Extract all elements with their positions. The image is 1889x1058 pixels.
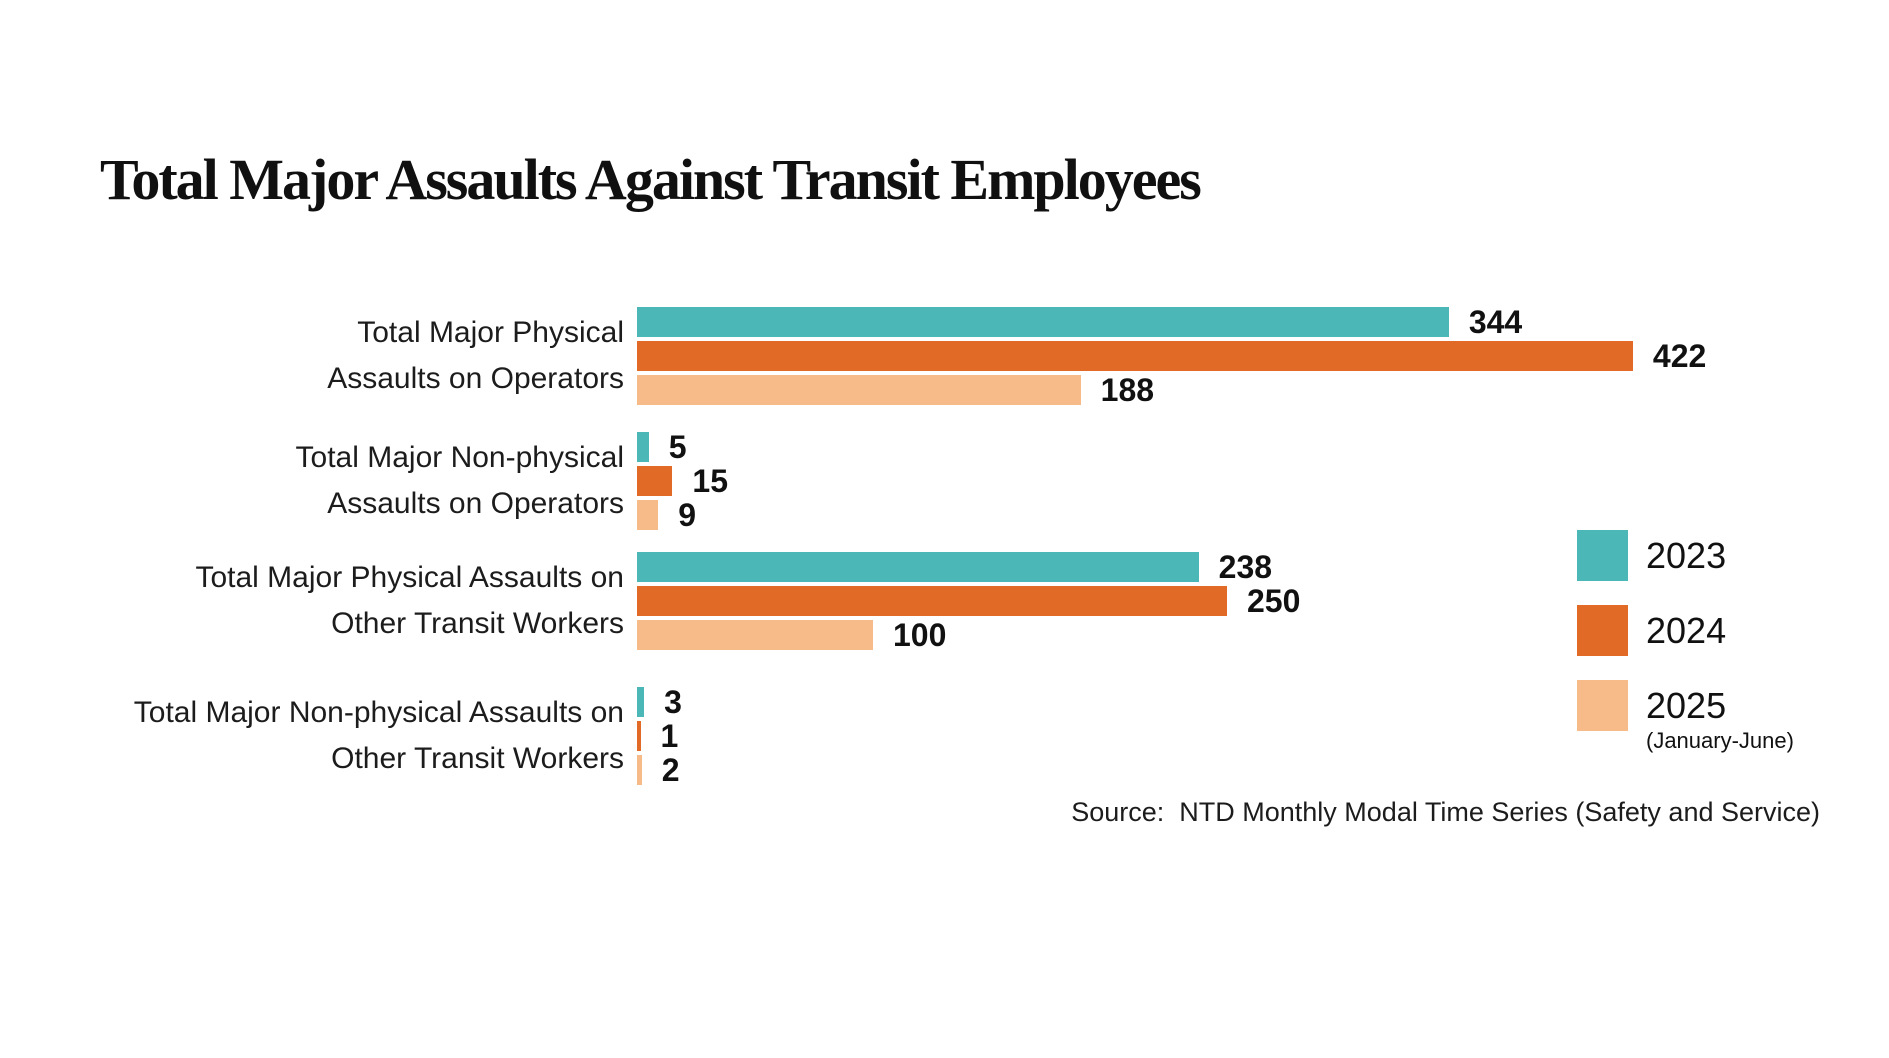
bar-2025 [637,620,873,650]
bar-row: 3 [637,684,682,720]
bar-2024 [637,466,673,496]
bar-group: Total Major Physical Assaults on Operator… [0,304,1889,408]
category-label: Total Major Physical Assaults on Other Tr… [195,561,624,640]
value-label: 1 [660,717,679,754]
bar-row: 188 [637,372,1706,408]
value-label: 3 [664,683,682,720]
bar-2023 [637,552,1199,582]
bar-2024 [637,341,1633,371]
chart-title: Total Major Assaults Against Transit Emp… [100,147,1202,212]
bar-row: 422 [637,338,1706,374]
bar-2025 [637,375,1081,405]
bar-row: 250 [637,583,1300,619]
legend: 2023 2024 2025 (January-June) [1577,530,1794,753]
bar-2024 [637,586,1227,616]
value-label: 250 [1247,582,1301,619]
bar-2024 [637,721,641,751]
bar-group: Total Major Non-physical Assaults on Oper… [0,429,1889,533]
value-label: 188 [1100,371,1155,408]
bar-2025 [637,500,659,530]
value-label: 100 [893,616,947,653]
legend-swatch-2023-icon [1577,530,1628,581]
value-label: 9 [678,496,697,533]
bar-2023 [637,432,649,462]
bar-group: Total Major Physical Assaults on Other Tr… [0,549,1889,653]
bar-row: 344 [637,304,1706,340]
legend-swatch-2024-icon [1577,605,1628,656]
value-label: 15 [692,462,728,499]
value-label: 238 [1218,548,1273,585]
value-label: 422 [1652,337,1707,374]
bar-row: 9 [637,497,728,533]
bar-row: 1 [637,718,682,754]
value-label: 2 [661,751,680,788]
bar-row: 238 [637,549,1300,585]
bar-row: 5 [637,429,728,465]
legend-item-2023: 2023 [1577,530,1794,581]
source-note: Source: NTD Monthly Modal Time Series (S… [1071,797,1820,827]
legend-item-2024: 2024 [1577,605,1794,656]
bar-row: 15 [637,463,728,499]
legend-label-2024: 2024 [1646,610,1727,651]
legend-swatch-2025-icon [1577,680,1628,731]
bar-2023 [637,687,645,717]
bar-2023 [637,307,1449,337]
legend-note-2025: (January-June) [1646,728,1794,753]
legend-item-2025: 2025 (January-June) [1577,680,1794,753]
legend-label-2025: 2025 [1646,685,1727,726]
legend-label-2023: 2023 [1646,535,1727,576]
bar-row: 2 [637,752,682,788]
category-label: Total Major Non-physical Assaults on Othe… [133,696,624,775]
value-label: 5 [668,428,687,465]
bar-group: Total Major Non-physical Assaults on Othe… [0,684,1889,788]
bar-row: 100 [637,617,1300,653]
value-label: 344 [1468,303,1523,340]
category-label: Total Major Physical Assaults on Operator… [327,316,624,395]
category-label: Total Major Non-physical Assaults on Oper… [295,441,624,520]
bar-2025 [637,755,642,785]
